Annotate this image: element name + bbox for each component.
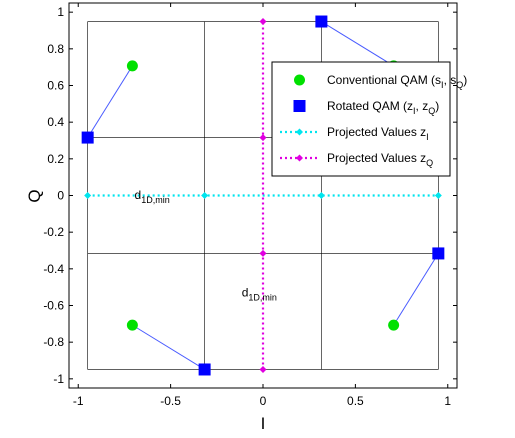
projected-value-point [259,134,267,142]
y-tick-label: 1 [57,5,64,19]
legend-marker-diamond [296,128,303,136]
projected-value-point [259,249,267,257]
connector-line [321,21,394,67]
x-tick-label: 1 [444,394,451,408]
legend-entry-label: Projected Values zQ [327,151,433,168]
annotations: d1D,min d1D,min [135,188,277,302]
x-tick-label: 0.5 [347,394,364,408]
y-tick-label: 0.4 [47,115,64,129]
y-tick-label: -0.2 [43,225,64,239]
distance-annotation: d1D,min [242,285,277,302]
y-tick-label: 0.8 [47,42,64,56]
projected-value-point [317,192,325,199]
y-tick-label: -0.8 [43,335,64,349]
legend-marker-diamond [296,154,303,162]
legend: Conventional QAM (sI, sQ) Rotated QAM (zI… [271,61,467,177]
x-tick-label: -0.5 [160,394,181,408]
y-tick-label: -1 [53,372,64,386]
projected-value-point [259,365,267,373]
x-tick-label: -1 [73,394,84,408]
y-tick-label: -0.6 [43,299,64,313]
x-axis-label: I [261,414,266,433]
distance-annotation: d1D,min [135,188,170,205]
conventional-qam-point [126,60,138,72]
y-tick-label: 0 [57,189,64,203]
conventional-qam-point [126,319,138,331]
projected-value-point [201,192,209,199]
connector-line [393,253,439,326]
y-tick-label: 0.6 [47,79,64,93]
x-tick-label: 0 [260,394,267,408]
legend-entry-label: Conventional QAM (sI, sQ) [327,73,467,90]
projected-value-point [84,192,92,199]
y-axis-label: Q [25,189,44,202]
legend-marker-square [293,100,306,112]
axis-ticks: -1 -0.5 0 0.5 1 -1 -0.8 -0.6 -0.4 -0.2 0 0.2 0.4 0.6 0… [43,3,457,408]
connector-lines [87,21,439,370]
rotated-qam-point [315,15,328,28]
rotated-qam-point [198,363,211,376]
conventional-qam-point [388,319,400,331]
y-tick-label: -0.4 [43,262,64,276]
connector-line [87,65,133,138]
legend-marker-circle [294,74,305,86]
legend-entry-label: Rotated QAM (zI, zQ) [327,99,439,116]
y-tick-label: 0.2 [47,152,64,166]
legend-entry-label: Projected Values zI [327,125,429,142]
connector-line [132,324,205,370]
rotated-qam-point [432,247,445,260]
projected-value-point [259,18,267,26]
projection-lines [87,21,439,370]
projected-value-point [434,192,442,199]
rotated-qam-point [81,131,94,144]
